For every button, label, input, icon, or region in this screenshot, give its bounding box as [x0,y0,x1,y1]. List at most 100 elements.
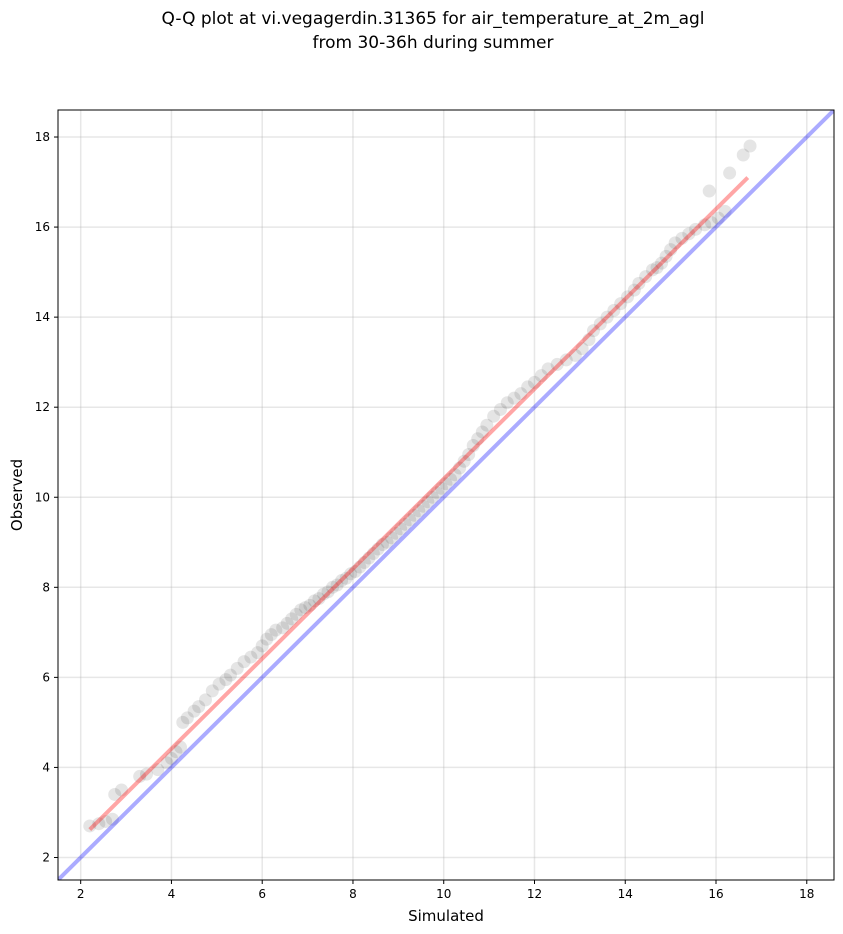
data-point [174,740,188,754]
x-tick-label: 18 [799,887,814,901]
plot-layer [58,110,834,880]
data-point [223,668,237,682]
data-point [108,787,122,801]
data-point [621,290,635,304]
data-point [330,578,344,592]
data-point [500,396,514,410]
data-point [639,270,653,284]
fit-line [88,176,750,831]
data-point [453,461,467,475]
data-point [389,526,403,540]
data-point [736,148,750,162]
data-point [675,231,689,245]
data-point [316,587,330,601]
data-point [723,166,737,180]
data-point [664,243,678,257]
data-point [668,236,682,250]
data-point [475,425,489,439]
x-axis-label: Simulated [408,907,484,925]
data-point [151,763,165,777]
data-point [187,704,201,718]
data-point [600,310,614,324]
data-point [176,715,190,729]
y-tick-label: 18 [35,130,50,144]
data-point [375,538,389,552]
data-point [339,571,353,585]
data-point [344,567,358,581]
data-point [627,283,641,297]
data-point [298,601,312,615]
data-point [192,700,206,714]
y-axis-label: Observed [8,459,26,531]
data-point [689,222,703,236]
chart-title-line-2: from 30-36h during summer [313,33,554,53]
x-tick-label: 6 [258,887,266,901]
data-point [385,531,399,545]
data-point [164,751,178,765]
data-point [444,472,458,486]
x-tick-label: 4 [168,887,176,901]
x-tick-label: 16 [708,887,723,901]
data-point [280,616,294,630]
data-point [380,535,394,549]
data-point [487,409,501,423]
data-point [357,556,371,570]
data-point [289,607,303,621]
data-point [326,580,340,594]
data-point [582,333,596,347]
identity-line [58,110,834,880]
data-point [434,481,448,495]
data-point [416,499,430,513]
data-point [371,542,385,556]
data-point [139,767,153,781]
data-point [682,227,696,241]
data-point [264,628,278,642]
data-point [702,184,716,198]
data-point [493,402,507,416]
data-point [614,297,628,311]
data-point [303,598,317,612]
data-point [586,324,600,338]
data-point [285,612,299,626]
data-point [534,369,548,383]
x-tick-label: 8 [349,887,357,901]
data-point [366,547,380,561]
y-tick-label: 16 [35,220,50,234]
data-point [362,551,376,565]
y-tick-label: 2 [42,850,50,864]
data-point [607,303,621,317]
data-point [294,603,308,617]
x-tick-label: 12 [527,887,542,901]
data-point [559,353,573,367]
data-point [312,592,326,606]
data-point [230,661,244,675]
data-point [421,495,435,509]
y-tick-label: 6 [42,670,50,684]
data-point [307,594,321,608]
y-tick-label: 8 [42,580,50,594]
data-point [575,342,589,356]
y-tick-label: 4 [42,760,50,774]
data-point [527,375,541,389]
data-point [439,477,453,491]
data-point [718,204,732,218]
y-tick-label: 12 [35,400,50,414]
data-point [276,621,290,635]
data-point [115,783,129,797]
data-point [480,418,494,432]
data-point [448,468,462,482]
data-point [550,357,564,371]
data-point [92,817,106,831]
data-point [466,438,480,452]
data-point [632,276,646,290]
y-tick-label: 14 [35,310,50,324]
x-tick-label: 14 [618,887,633,901]
data-point [645,263,659,277]
data-point [83,819,97,833]
ticks-layer: 2 4 6 8 10 12 14 16 18 2 4 6 8 10 12 14 16 18 [35,130,815,901]
data-point [655,256,669,270]
data-point [743,139,757,153]
data-point [169,745,183,759]
data-point [412,504,426,518]
